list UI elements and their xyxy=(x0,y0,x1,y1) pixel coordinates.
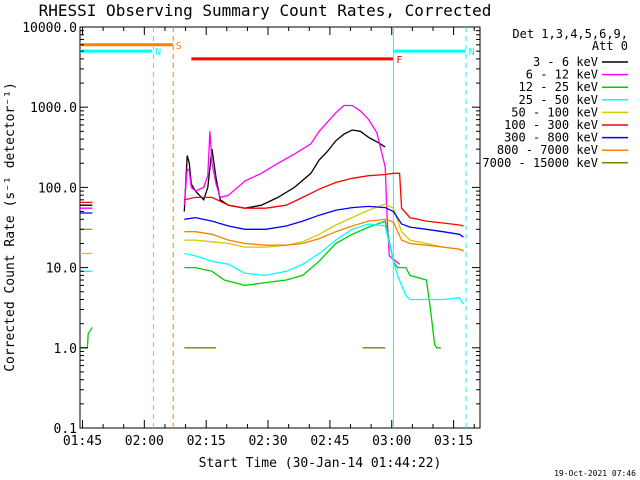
legend-label: 3 - 6 keV xyxy=(533,55,598,69)
x-tick-label: 03:00 xyxy=(372,434,411,449)
y-axis-label: Corrected Count Rate (s⁻¹ detector⁻¹) xyxy=(3,82,18,372)
legend-label: 800 - 7000 keV xyxy=(497,143,598,157)
y-tick-label: 1.0 xyxy=(54,342,77,357)
event-markers xyxy=(152,27,467,428)
y-tick-label: 10000.0 xyxy=(22,21,77,36)
instrument-bands: S N N F xyxy=(80,41,475,66)
instrument-band-label: F xyxy=(396,55,402,66)
legend-label: 50 - 100 keV xyxy=(511,105,598,119)
y-tick-label: 10.0 xyxy=(46,262,77,277)
series-line-0 xyxy=(80,129,386,212)
timestamp: 19-Oct-2021 07:46 xyxy=(554,469,636,478)
legend-label: 25 - 50 keV xyxy=(519,93,598,107)
x-axis: 01:45 02:00 02:15 02:30 02:45 03:00 03:15 xyxy=(63,27,475,449)
series-line-4 xyxy=(80,203,464,255)
instrument-band-label: N xyxy=(155,47,161,58)
legend-label: 100 - 300 keV xyxy=(504,118,598,132)
y-tick-label: 0.1 xyxy=(54,422,77,437)
plot-area xyxy=(79,26,481,429)
instrument-band-label: S xyxy=(176,41,182,52)
series-line-2 xyxy=(80,220,441,349)
x-tick-label: 02:00 xyxy=(125,434,164,449)
series-line-6 xyxy=(80,205,464,238)
y-tick-label: 1000.0 xyxy=(30,101,77,116)
legend-header-line-2: Att 0 xyxy=(592,39,628,53)
legend-label: 12 - 25 keV xyxy=(519,80,598,94)
series-lines xyxy=(80,104,465,349)
instrument-band-label: N xyxy=(469,47,475,58)
chart-title: RHESSI Observing Summary Count Rates, Co… xyxy=(39,1,492,20)
legend-label: 7000 - 15000 keV xyxy=(482,156,598,170)
legend-label: 300 - 800 keV xyxy=(504,131,598,145)
x-tick-label: 01:45 xyxy=(63,434,102,449)
plot-frame xyxy=(79,26,481,429)
y-axis: 0.1 1.0 10.0 100.0 1000.0 10000.0 xyxy=(22,21,480,437)
legend-header-line-1: Det 1,3,4,5,6,9, xyxy=(512,27,628,41)
x-tick-label: 03:15 xyxy=(434,434,473,449)
series-line-5 xyxy=(80,172,464,227)
x-axis-label: Start Time (30-Jan-14 01:44:22) xyxy=(199,456,442,471)
x-tick-label: 02:45 xyxy=(310,434,349,449)
x-tick-label: 02:30 xyxy=(248,434,287,449)
y-tick-label: 100.0 xyxy=(38,181,77,196)
series-line-1 xyxy=(80,104,401,265)
x-tick-label: 02:15 xyxy=(187,434,226,449)
legend-label: 6 - 12 keV xyxy=(526,68,598,82)
